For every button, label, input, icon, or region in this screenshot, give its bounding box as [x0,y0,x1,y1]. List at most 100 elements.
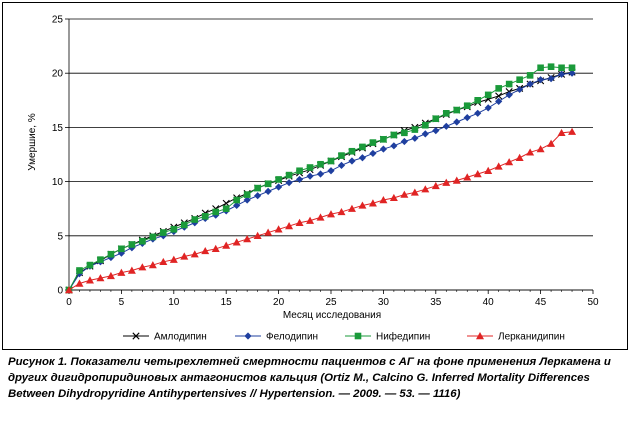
legend-marker [476,332,484,340]
data-point [222,241,231,249]
data-point [107,250,115,258]
x-tick-label: 35 [430,297,442,308]
data-point [232,238,241,246]
x-tick-label: 25 [325,297,337,308]
data-point [568,127,577,135]
data-point [275,176,282,183]
data-point [254,192,262,200]
data-point [86,261,94,269]
series-triangle [65,127,577,294]
series-square [65,63,576,294]
data-point [316,170,325,178]
data-point [495,85,502,92]
x-tick-label: 5 [119,297,125,308]
x-tick-label: 50 [587,297,599,308]
data-point [526,80,534,88]
data-point [400,190,409,198]
data-point [211,244,220,253]
x-axis-title: Месяц исследования [283,310,381,321]
data-point [128,241,136,248]
data-point [127,266,136,274]
y-tick-label: 5 [57,231,63,242]
data-point [347,204,356,212]
legend-item: Фелодипин [235,332,318,343]
marker-stroke [495,92,503,100]
data-point [432,115,440,123]
data-point [537,64,544,72]
data-point [243,235,252,243]
data-point [494,162,503,170]
data-point [359,143,366,151]
data-point [495,92,503,100]
data-point [285,222,294,230]
data-point [557,70,566,78]
data-point [85,276,94,284]
data-point [233,196,240,204]
data-point [537,76,545,84]
mortality-line-chart: 0 5 10 15 20 25 0 5 10 15 20 25 30 35 40 45 50 Амлодипин… [27,15,599,343]
data-point [338,152,345,159]
data-point [463,173,472,181]
figure-caption: Рисунок 1. Показатели четырехлетней смер… [8,356,611,400]
data-point [358,201,367,209]
x-tick-label: 45 [535,297,547,308]
data-point [474,109,482,117]
data-point [76,267,83,274]
x-tick-label: 20 [273,297,285,308]
data-point [222,205,230,212]
y-tick-label: 10 [52,177,64,188]
data-point [505,91,513,99]
data-point [568,64,576,72]
data-point [149,233,157,241]
data-point [285,171,293,179]
data-point [285,179,293,187]
data-point [557,128,566,137]
data-point [327,157,335,165]
data-point [264,187,272,195]
legend-label: Лерканидипин [498,332,565,343]
data-point [306,164,314,171]
data-point [275,183,283,191]
data-point [170,225,178,233]
data-point [474,97,482,104]
data-point [516,76,523,84]
data-point [253,231,262,239]
gridlines [69,18,593,291]
data-point [369,149,377,158]
x-tick-label: 0 [66,297,72,308]
data-point [421,185,430,193]
data-point [274,225,283,233]
series-layer [65,63,577,294]
legend-marker [354,332,362,340]
data-point [296,167,303,175]
data-point [75,279,84,287]
data-point [159,257,168,266]
data-point [254,184,261,192]
data-point [337,161,346,169]
data-point [505,158,514,166]
x-tick-label: 15 [221,297,233,308]
data-point [484,104,492,112]
data-point [327,167,335,175]
data-point [65,286,73,294]
data-point [547,139,556,147]
marker-stroke [132,332,140,340]
data-point [389,193,398,202]
data-point [180,252,189,260]
data-point [484,91,492,99]
series-line [68,131,573,291]
data-point [233,201,241,210]
data-point [348,147,356,155]
data-point [264,228,273,236]
data-point [118,245,125,253]
data-point [431,181,440,190]
data-point [453,118,461,126]
legend-marker [132,332,140,340]
data-point [169,255,178,263]
series-line [68,71,573,291]
data-point [411,126,419,133]
legend-label: Нифедипин [376,331,430,343]
legend: Амлодипин Фелодипин Нифедипин Лерканидипин [123,331,565,343]
legend-item: Лерканидипин [467,332,565,343]
legend-item: Нифедипин [345,331,430,343]
